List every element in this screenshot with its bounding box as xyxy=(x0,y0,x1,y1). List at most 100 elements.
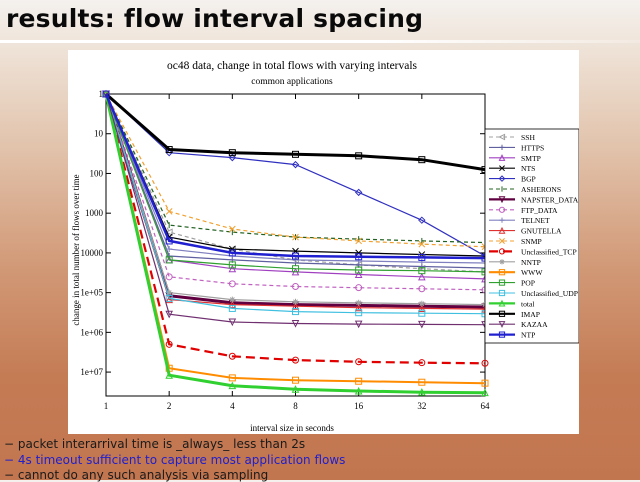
data-point xyxy=(291,302,300,310)
data-point xyxy=(418,253,426,261)
legend-label: TELNET xyxy=(521,216,550,225)
data-point xyxy=(418,378,426,386)
data-point xyxy=(165,237,173,245)
data-point xyxy=(228,300,237,309)
data-point xyxy=(166,246,173,253)
slide-title: results: flow interval spacing xyxy=(6,4,424,33)
series-unclassified-udp xyxy=(102,90,489,318)
data-point xyxy=(165,256,173,264)
data-point xyxy=(166,289,173,296)
data-point xyxy=(481,379,489,387)
data-point xyxy=(355,284,363,292)
legend-label: NTS xyxy=(521,164,535,173)
series-imap xyxy=(102,90,489,174)
data-point xyxy=(228,264,237,273)
legend-item: total xyxy=(489,299,535,308)
data-point xyxy=(291,320,300,328)
series-line xyxy=(105,92,486,172)
legend-item: BGP xyxy=(489,175,536,184)
x-tick-label: 32 xyxy=(417,401,426,411)
chart-subtitle: common applications xyxy=(251,77,333,87)
data-point xyxy=(498,289,506,297)
bullet-point: − packet interarrival time is _always_ l… xyxy=(4,437,306,451)
data-point xyxy=(165,148,173,157)
data-point xyxy=(498,248,506,255)
data-point xyxy=(355,152,363,160)
data-point xyxy=(418,300,425,307)
series-line xyxy=(105,93,486,257)
data-point xyxy=(354,320,363,329)
legend-label: NNTP xyxy=(521,258,541,267)
data-point xyxy=(228,304,236,312)
legend-label: SNMP xyxy=(521,237,542,246)
bullet-point: − 4s timeout sufficient to capture most … xyxy=(4,453,346,467)
y-tick-label: 1e+05 xyxy=(80,288,103,298)
x-tick-label: 4 xyxy=(230,401,235,411)
data-point xyxy=(355,253,363,261)
series-pop xyxy=(102,90,489,276)
series-line xyxy=(105,93,486,310)
y-tick-label: 1 xyxy=(99,89,104,99)
y-tick-label: 1e+06 xyxy=(80,327,103,337)
data-point xyxy=(355,237,363,245)
data-point xyxy=(165,208,173,215)
legend-box xyxy=(484,128,579,344)
data-point xyxy=(498,299,506,307)
data-point xyxy=(354,303,363,312)
series-ntp xyxy=(102,90,489,262)
data-point xyxy=(355,266,363,274)
data-point xyxy=(165,146,173,154)
data-point xyxy=(354,270,363,279)
legend-item: NAPSTER_DATA xyxy=(489,195,579,204)
series-line xyxy=(104,93,486,395)
series-line xyxy=(105,93,486,315)
series-line xyxy=(105,93,486,273)
data-point xyxy=(292,308,299,316)
legend-label: KAZAA xyxy=(521,320,548,329)
data-point xyxy=(498,310,506,317)
y-tick-label: 1000 xyxy=(85,208,104,218)
series-ssh xyxy=(101,90,489,276)
legend-item: KAZAA xyxy=(489,320,548,329)
legend-label: BGP xyxy=(521,175,536,184)
legend-label: SMTP xyxy=(521,154,541,163)
data-point xyxy=(165,310,173,319)
legend-label: NAPSTER_DATA xyxy=(521,195,579,204)
data-point xyxy=(418,359,426,367)
x-tick-label: 16 xyxy=(354,401,364,411)
data-point xyxy=(292,252,299,260)
data-point xyxy=(228,245,236,253)
data-point xyxy=(498,196,506,204)
line-chart: 1 2 4 8 16 32 64 1 10 100 1000 10000 1e+05 1e+06 1e+07… xyxy=(71,60,579,433)
data-point xyxy=(292,150,299,158)
x-tick-label: 8 xyxy=(293,401,298,411)
data-point xyxy=(481,388,489,397)
legend-item: POP xyxy=(489,279,535,288)
data-point xyxy=(498,133,506,141)
legend-item: IMAP xyxy=(489,310,540,319)
y-tick-label: 10000 xyxy=(81,248,104,258)
data-point xyxy=(498,226,506,234)
data-point xyxy=(228,249,236,257)
data-point xyxy=(228,225,236,233)
series-line xyxy=(105,93,486,326)
data-point xyxy=(418,320,426,329)
data-point xyxy=(498,321,506,328)
series-total xyxy=(102,89,489,397)
data-point xyxy=(291,385,300,393)
data-point xyxy=(418,285,426,293)
legend-label: total xyxy=(521,299,535,308)
data-point xyxy=(418,267,426,275)
data-point xyxy=(498,331,506,338)
legend-label: Unclassified_TCP xyxy=(521,247,577,256)
data-point xyxy=(165,371,173,379)
data-point xyxy=(498,154,506,161)
legend-item: TELNET xyxy=(489,216,550,225)
data-point xyxy=(102,90,110,98)
x-tick-label: 64 xyxy=(481,401,491,411)
series-line xyxy=(105,93,486,273)
legend-item: HTTPS xyxy=(489,143,544,152)
legend-item: NNTP xyxy=(489,258,541,267)
legend-item: GNUTELLA xyxy=(489,227,562,236)
legend-item: SNMP xyxy=(489,237,542,246)
